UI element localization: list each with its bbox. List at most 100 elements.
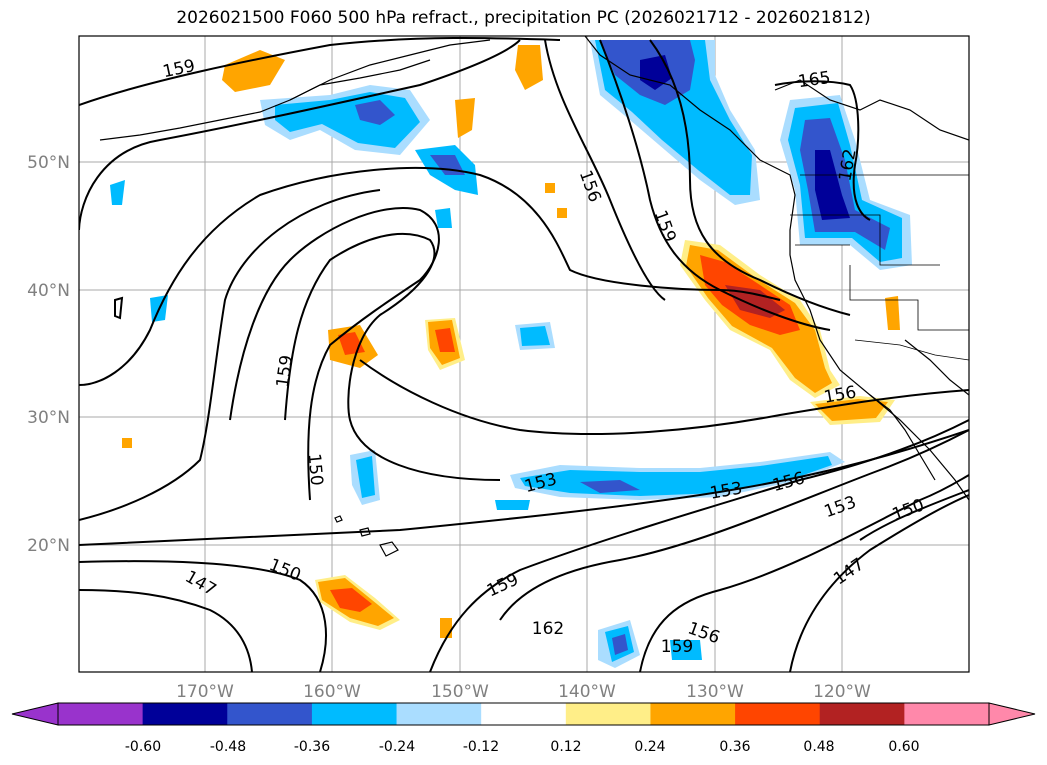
- lon-label-130w: 130°W: [686, 682, 744, 702]
- contour-east-pac-2: [599, 39, 831, 331]
- contour-south-156: [639, 474, 969, 672]
- coast-hawaii-3: [334, 515, 343, 523]
- lat-label-50n: 50°N: [27, 153, 70, 173]
- fill-w-us-pos: [885, 296, 900, 330]
- colorbar-tick: 0.24: [634, 739, 665, 755]
- lon-label-160w: 160°W: [303, 682, 361, 702]
- fill-subtropical-band-blue-strong: [580, 480, 640, 493]
- coast-baja: [869, 394, 936, 481]
- contour-150-inner: [229, 207, 440, 501]
- colorbar-bin: [565, 703, 651, 725]
- colorbar-bin: [227, 703, 313, 725]
- colorbar-over-triangle: [988, 702, 1036, 726]
- fill-aleutian-blue-strong: [355, 100, 395, 125]
- coast-aleutian-chain: [99, 59, 431, 141]
- fill-small-pos-1: [122, 438, 132, 448]
- coast-hawaii-2: [359, 527, 371, 537]
- colorbar-tick: 0.60: [888, 739, 919, 755]
- contour-label: 159: [661, 637, 693, 657]
- fill-south-blue-2: [670, 640, 702, 660]
- colorbar-under-triangle: [11, 702, 59, 726]
- lon-label-120w: 120°W: [813, 682, 871, 702]
- map-frame: [78, 35, 970, 673]
- fill-nw-pos: [222, 50, 285, 92]
- fill-small-pos-4: [440, 618, 452, 638]
- longitude-labels: 170°W 160°W 150°W 140°W 130°W 120°W: [176, 682, 871, 702]
- fill-hawaii-blue-mid: [356, 456, 375, 498]
- fill-central-blob-blue-mid: [520, 326, 550, 346]
- fill-aleutian-pos: [515, 45, 543, 90]
- contour-label: 150: [890, 495, 927, 525]
- fill-gulf-pos: [455, 98, 475, 138]
- chart-title: 2026021500 F060 500 hPa refract., precip…: [176, 8, 871, 28]
- latitude-labels: 50°N 40°N 30°N 20°N: [27, 153, 70, 556]
- lon-label-170w: 170°W: [176, 682, 234, 702]
- colorbar-bin: [481, 703, 567, 725]
- lon-label-150w: 150°W: [431, 682, 489, 702]
- fill-south-pos-strong: [330, 588, 372, 612]
- contour-east-pac-3: [649, 39, 851, 316]
- border-states-1: [790, 214, 940, 266]
- contour-159-inner: [284, 232, 501, 481]
- fill-w-small-blue: [110, 180, 125, 205]
- fill-calif-pos-deep: [725, 285, 785, 318]
- colorbar-tick: -0.60: [125, 739, 161, 755]
- coast-north-america-interior: [774, 79, 969, 141]
- colorbar-bin: [311, 703, 398, 725]
- contour-label: 162: [532, 619, 564, 639]
- contour-east-pac-1: [544, 39, 666, 301]
- contour-label: 147: [830, 554, 868, 589]
- contour-subtrop-150: [79, 560, 327, 672]
- coast-hawaii-1: [379, 541, 399, 557]
- contour-label: 147: [181, 567, 219, 601]
- contour-156-outer: [79, 39, 521, 231]
- borders: [790, 174, 969, 361]
- contour-label: 159: [273, 354, 297, 389]
- fill-baja-pos-mid: [815, 399, 888, 421]
- contour-south-150: [859, 489, 969, 541]
- lat-label-40n: 40°N: [27, 281, 70, 301]
- coast-mexico-west: [904, 339, 969, 396]
- fill-south-blue-strong: [612, 634, 628, 655]
- contour-label: 159: [650, 208, 680, 245]
- colorbar-bin: [819, 703, 905, 725]
- colorbar-bin: [904, 703, 990, 725]
- contour-165: [774, 80, 871, 221]
- coast-alaska-peninsula: [289, 39, 491, 101]
- lat-label-30n: 30°N: [27, 408, 70, 428]
- border-states-2: [849, 265, 969, 331]
- colorbar-ticks: -0.60 -0.48 -0.36 -0.24 -0.12 0.12 0.24 …: [125, 739, 920, 755]
- fill-band-small-blue: [495, 500, 530, 510]
- contour-south-147: [789, 494, 969, 672]
- contour-east-coast-156: [359, 359, 969, 436]
- contour-south-162: [499, 429, 969, 621]
- contour-156-midpac: [79, 189, 381, 521]
- contour-label: 156: [575, 168, 605, 205]
- contour-159-north: [79, 36, 561, 106]
- contour-147: [79, 589, 253, 672]
- contour-south-159: [429, 419, 969, 672]
- refractivity-contours: [79, 36, 969, 672]
- contour-label: 159: [484, 570, 522, 602]
- colorbar-tick: -0.48: [210, 739, 246, 755]
- contour-label: 150: [266, 555, 304, 586]
- lon-label-140w: 140°W: [558, 682, 616, 702]
- colorbar-bin: [735, 703, 821, 725]
- contour-label: 165: [797, 68, 832, 92]
- contour-label: 159: [161, 56, 197, 82]
- contour-label: 153: [708, 478, 743, 503]
- contour-label: 153: [822, 492, 859, 522]
- colorbar-tick: 0.36: [719, 739, 750, 755]
- contour-subtrop-153: [79, 429, 969, 546]
- colorbar-frame: [57, 702, 990, 726]
- contour-small-loop: [114, 296, 124, 320]
- fill-small-pos-3: [557, 208, 567, 218]
- lat-label-20n: 20°N: [27, 536, 70, 556]
- colorbar-bin: [650, 703, 736, 725]
- colorbar-tick: -0.24: [379, 739, 415, 755]
- map-area: [79, 36, 969, 672]
- border-us-mexico: [854, 339, 969, 361]
- colorbar-tick: 0.12: [550, 739, 581, 755]
- colorbar-bin: [142, 703, 228, 725]
- colorbar-tick: -0.12: [463, 739, 499, 755]
